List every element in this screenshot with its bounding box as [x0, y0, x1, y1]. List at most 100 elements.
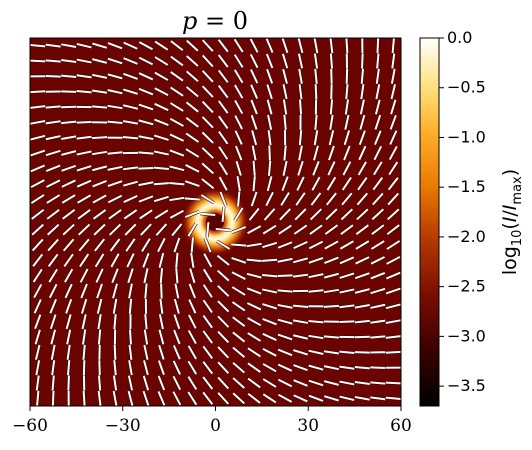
polarization-tick — [30, 179, 45, 189]
polarization-tick — [187, 376, 198, 390]
polarization-tick — [389, 114, 397, 130]
polarization-tick — [293, 257, 309, 264]
polarization-tick — [187, 222, 198, 237]
polarization-tick — [323, 365, 339, 371]
polarization-tick — [113, 344, 117, 360]
polarization-tick — [169, 209, 184, 219]
polarization-tick — [94, 253, 105, 268]
polarization-tick — [262, 274, 278, 278]
polarization-tick — [313, 53, 319, 69]
polarization-tick — [108, 223, 122, 236]
polarization-tick — [62, 238, 75, 252]
polarization-tick — [81, 314, 87, 330]
polarization-tick — [108, 209, 122, 220]
polarization-tick — [262, 317, 277, 326]
polarization-tick — [76, 74, 92, 79]
polarization-tick — [231, 243, 247, 247]
polarization-tick — [356, 208, 369, 221]
polarization-tick — [250, 69, 259, 84]
polarization-tick — [96, 298, 103, 314]
polarization-tick — [170, 40, 184, 52]
polarization-tick — [386, 255, 401, 265]
polarization-tick — [339, 304, 355, 309]
colorbar-tick-label: 0.0 — [447, 28, 472, 47]
polarization-tick — [202, 268, 213, 283]
polarization-tick — [217, 361, 230, 374]
polarization-tick — [154, 87, 169, 97]
polarization-tick — [233, 207, 244, 222]
polarization-tick — [266, 99, 273, 115]
polarization-tick — [185, 101, 199, 113]
polarization-tick — [122, 104, 139, 110]
polarization-tick — [374, 99, 381, 115]
polarization-tick — [61, 135, 77, 140]
polarization-tick — [293, 224, 308, 235]
polarization-tick — [61, 150, 77, 156]
polarization-tick — [250, 191, 258, 207]
polarization-tick — [217, 376, 230, 390]
colorbar-tick-label: −1.5 — [447, 177, 486, 196]
polarization-tick — [217, 100, 229, 114]
polarization-tick — [95, 268, 104, 283]
polarization-tick — [313, 145, 319, 161]
polarization-tick — [308, 289, 324, 293]
polarization-tick — [66, 360, 71, 376]
polarization-tick — [372, 192, 384, 206]
polarization-tick — [51, 360, 56, 376]
polarization-tick — [138, 56, 154, 66]
polarization-tick — [67, 375, 70, 391]
polarization-tick — [340, 208, 354, 221]
polarization-tick — [231, 271, 246, 280]
polarization-tick — [308, 334, 324, 340]
polarization-tick — [339, 288, 355, 294]
polarization-tick — [360, 68, 365, 84]
chart-title: p = 0 — [182, 7, 248, 35]
polarization-tick — [153, 166, 169, 170]
polarization-tick — [323, 395, 339, 402]
polarization-tick — [61, 194, 76, 204]
polarization-tick — [66, 329, 72, 345]
polarization-tick — [202, 391, 214, 405]
polarization-tick — [267, 114, 273, 130]
polarization-tick — [385, 303, 401, 310]
polarization-tick — [232, 331, 246, 343]
polarization-tick — [385, 350, 401, 354]
polarization-tick — [266, 176, 273, 192]
polarization-tick — [30, 134, 46, 141]
polarization-tick — [385, 271, 401, 280]
polarization-tick — [386, 240, 401, 250]
black-hole-shadow — [206, 213, 224, 231]
polarization-tick — [345, 84, 349, 100]
polarization-tick — [202, 345, 214, 359]
polarization-tick — [154, 118, 169, 127]
polarization-tick — [217, 285, 230, 297]
polarization-tick — [62, 223, 75, 236]
x-axis: −60 −30 0 30 60 — [12, 406, 412, 436]
polarization-tick — [298, 145, 303, 161]
polarization-tick — [175, 252, 179, 268]
polarization-tick — [323, 335, 339, 339]
polarization-tick — [47, 253, 59, 267]
polarization-tick — [246, 242, 262, 248]
polarization-tick — [51, 375, 55, 391]
polarization-tick — [283, 114, 287, 130]
polarization-tick — [277, 318, 293, 325]
polarization-tick — [370, 256, 385, 265]
polarization-tick — [122, 180, 138, 187]
polarization-tick — [200, 194, 215, 204]
polarization-tick — [308, 240, 324, 250]
polarization-tick — [292, 304, 309, 308]
polarization-tick — [61, 179, 76, 188]
polarization-tick — [32, 268, 43, 283]
polarization-tick — [76, 165, 92, 172]
polarization-tick — [46, 179, 61, 188]
polarization-tick — [277, 289, 293, 293]
polarization-tick — [79, 268, 89, 283]
polarization-tick — [218, 130, 229, 145]
polarization-tick — [221, 206, 225, 222]
polarization-tick — [308, 349, 324, 355]
polarization-tick — [187, 360, 198, 375]
polarization-tick — [360, 84, 365, 100]
polarization-tick — [92, 209, 107, 220]
polarization-tick — [281, 53, 289, 69]
